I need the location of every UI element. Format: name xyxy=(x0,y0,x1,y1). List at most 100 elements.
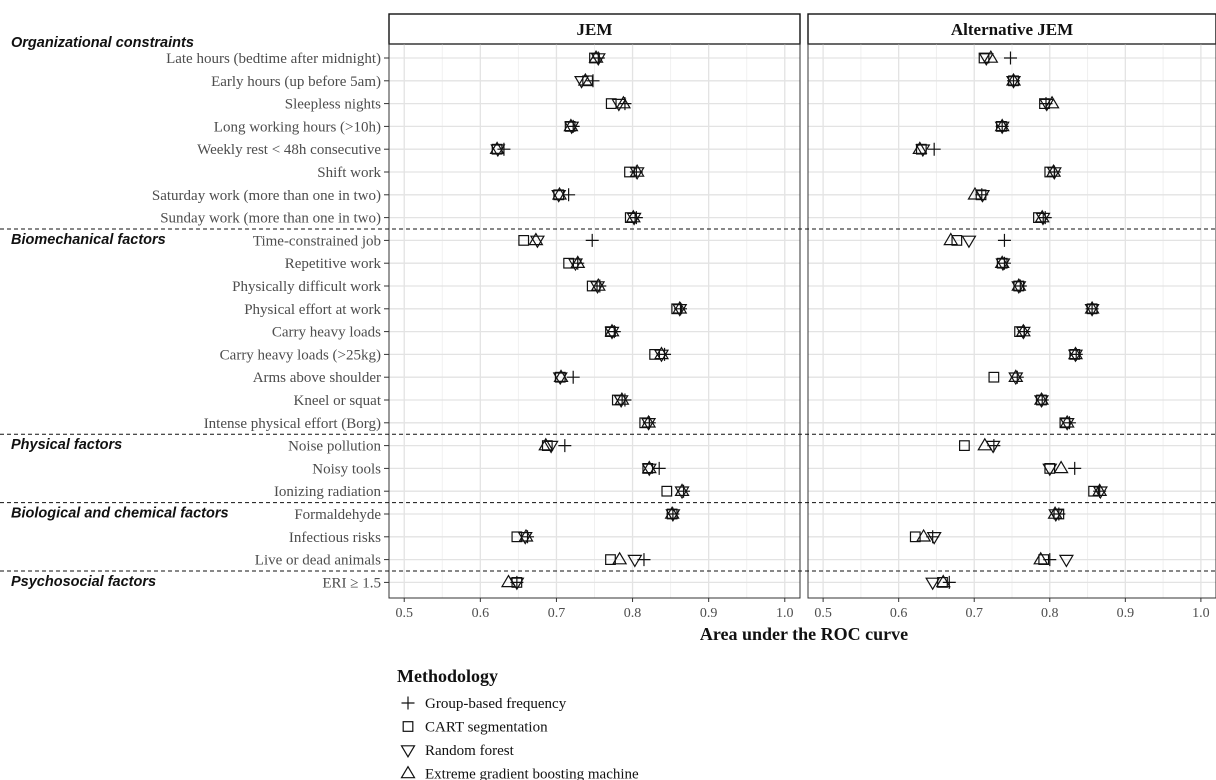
row-label: Intense physical effort (Borg) xyxy=(204,416,381,432)
marker-rf xyxy=(517,532,533,545)
marker-group xyxy=(637,553,651,567)
marker-rf xyxy=(961,235,977,249)
legend-label: CART segmentation xyxy=(425,720,548,736)
marker-xgb xyxy=(577,72,593,86)
marker-xgb xyxy=(538,437,554,451)
marker-xgb xyxy=(641,460,657,474)
panel-strip xyxy=(388,13,801,45)
marker-xgb xyxy=(967,186,983,200)
marker-xgb xyxy=(1084,300,1100,314)
x-tick-label: 1.0 xyxy=(1192,606,1210,621)
marker-xgb xyxy=(983,50,999,63)
marker-xgb xyxy=(916,528,932,542)
legend-key-group xyxy=(401,696,415,710)
x-tick-label: 1.0 xyxy=(776,606,794,621)
marker-cart xyxy=(988,371,1000,383)
marker-group xyxy=(558,439,572,453)
marker-xgb xyxy=(994,255,1010,268)
marker-xgb xyxy=(1033,551,1049,565)
marker-rf xyxy=(978,53,994,66)
marker-group xyxy=(585,233,599,247)
row-label: Infectious risks xyxy=(289,530,381,546)
marker-xgb xyxy=(640,414,657,428)
x-tick-label: 0.9 xyxy=(700,606,718,621)
marker-cart xyxy=(518,235,530,246)
marker-rf xyxy=(1042,463,1058,477)
group-label: Physical factors xyxy=(11,437,122,453)
marker-xgb xyxy=(1033,392,1050,405)
marker-group xyxy=(927,142,941,156)
row-label: Noisy tools xyxy=(312,461,381,477)
marker-group xyxy=(1043,553,1057,567)
marker-xgb xyxy=(489,141,505,154)
marker-rf xyxy=(925,577,941,591)
legend-layer: Methodology Group-based frequency CART seg… xyxy=(397,666,639,780)
legend-key-cart xyxy=(402,721,414,732)
marker-xgb xyxy=(943,232,959,246)
marker-xgb xyxy=(500,574,517,588)
marker-group xyxy=(1068,461,1082,475)
row-label: Arms above shoulder xyxy=(253,370,381,386)
row-label: Carry heavy loads xyxy=(272,325,381,341)
x-tick-label: 0.9 xyxy=(1117,606,1135,621)
marker-rf xyxy=(1059,418,1075,431)
row-label: Live or dead animals xyxy=(255,553,381,569)
marker-rf xyxy=(1035,212,1051,226)
marker-xgb xyxy=(977,437,993,451)
marker-xgb xyxy=(1005,72,1022,86)
marker-rf xyxy=(1011,281,1027,294)
marker-xgb xyxy=(912,141,928,154)
marker-xgb xyxy=(518,528,534,542)
legend-label: Random forest xyxy=(425,743,515,759)
legend-item-group: Group-based frequency xyxy=(401,696,567,712)
panel-alternative-jem: Alternative JEM 0.5 0.6 0.7 0.8 0.9 1.0 xyxy=(807,13,1216,621)
panel-title: JEM xyxy=(577,20,613,39)
marker-xgb xyxy=(612,551,628,565)
panel-title: Alternative JEM xyxy=(951,20,1073,39)
row-label: ERI ≥ 1.5 xyxy=(322,575,381,591)
marker-cart xyxy=(958,440,970,451)
marker-xgb xyxy=(664,506,680,519)
marker-rf xyxy=(590,53,606,66)
marker-group xyxy=(652,461,666,475)
marker-rf xyxy=(627,554,643,568)
row-label: Early hours (up before 5am) xyxy=(211,74,381,90)
x-tick-label: 0.5 xyxy=(395,606,413,621)
legend-label: Extreme gradient boosting machine xyxy=(425,767,639,780)
marker-xgb xyxy=(994,118,1010,132)
legend-item-xgb: Extreme gradient boosting machine xyxy=(400,765,639,780)
row-label: Ionizing radiation xyxy=(274,484,382,500)
marker-xgb xyxy=(1011,278,1027,291)
marker-rf xyxy=(985,440,1001,454)
marker-xgb xyxy=(528,232,544,246)
marker-rf xyxy=(653,349,670,363)
marker-rf xyxy=(574,76,590,89)
marker-rf xyxy=(665,509,681,522)
marker-xgb xyxy=(551,186,568,200)
marker-xgb xyxy=(1053,460,1069,474)
legend-item-rf: Random forest xyxy=(400,743,515,759)
row-label: Physically difficult work xyxy=(232,279,381,295)
marker-rf xyxy=(626,212,642,226)
legend-label: Group-based frequency xyxy=(425,696,567,712)
marker-rf xyxy=(915,144,931,158)
row-label: Late hours (bedtime after midnight) xyxy=(166,51,381,67)
marker-xgb xyxy=(614,392,630,405)
x-tick-label: 0.7 xyxy=(965,606,983,621)
marker-rf xyxy=(1067,349,1084,363)
marker-xgb xyxy=(604,323,620,337)
marker-rf xyxy=(552,372,568,386)
labels-layer: Organizational constraints Biomechanical … xyxy=(0,35,1216,644)
marker-cart xyxy=(605,98,617,110)
row-label: Sleepless nights xyxy=(285,97,381,113)
marker-xgb xyxy=(1092,483,1108,496)
x-tick-label: 0.7 xyxy=(548,606,566,621)
marker-rf xyxy=(1048,509,1064,522)
panels-layer: JEM 0.5 0.6 0.7 0.8 0.9 1.0 Alternative JEM 0.5 0… xyxy=(388,13,1216,621)
marker-xgb xyxy=(570,255,586,268)
marker-group xyxy=(566,370,580,384)
marker-rf xyxy=(564,121,580,135)
marker-xgb xyxy=(615,95,631,109)
marker-rf xyxy=(1039,98,1055,112)
marker-rf xyxy=(1033,395,1050,408)
